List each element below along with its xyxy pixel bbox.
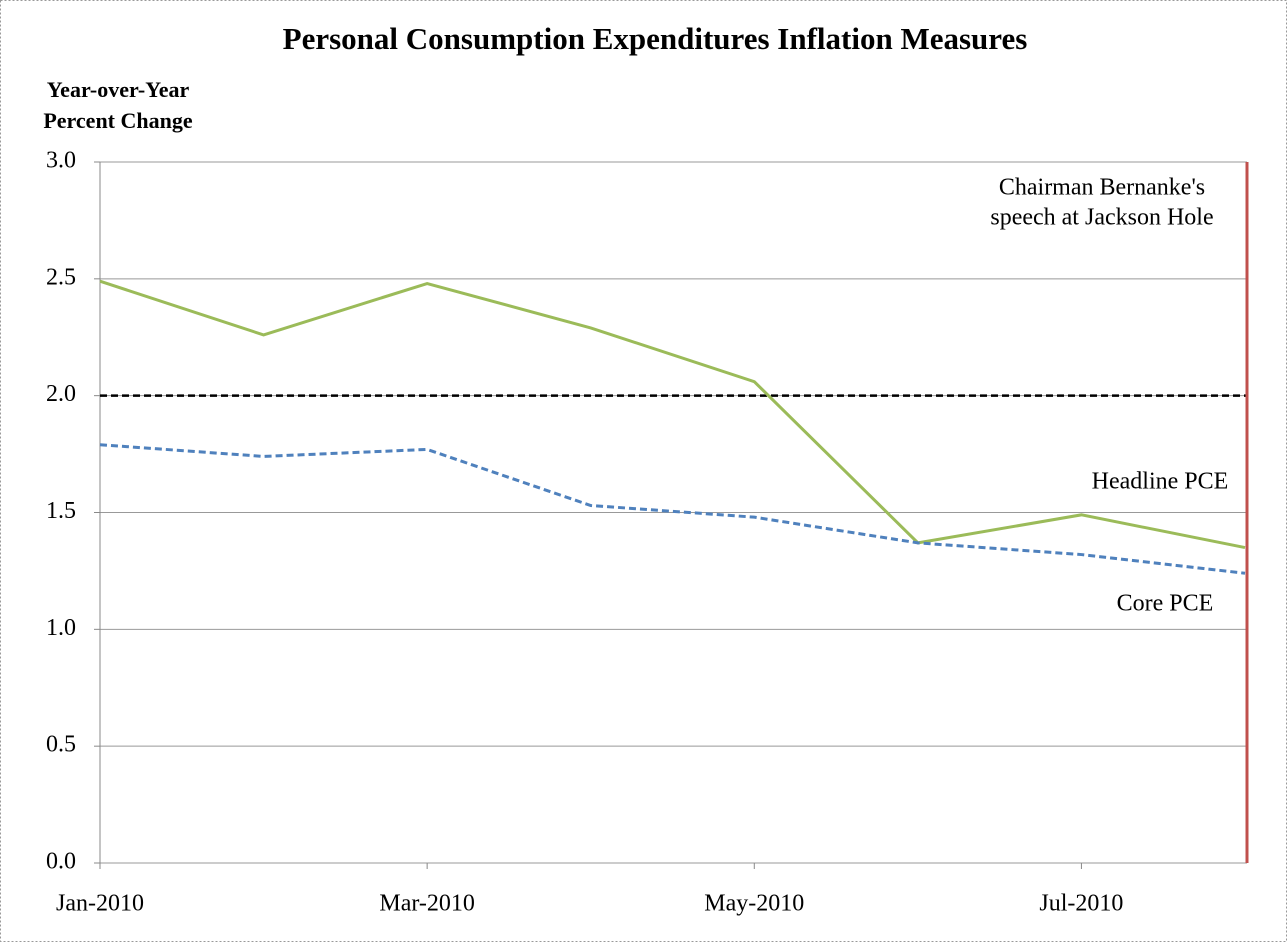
y-tick-label: 2.0 — [46, 381, 76, 407]
chart-title: Personal Consumption Expenditures Inflat… — [283, 21, 1028, 56]
series-line — [99, 443, 1246, 575]
annotation: Chairman Bernanke's — [999, 175, 1205, 201]
y-tick-label: 1.0 — [46, 615, 76, 641]
x-tick-label: May-2010 — [704, 891, 804, 917]
series-label: Headline PCE — [1092, 469, 1229, 495]
y-tick-label: 0.5 — [46, 732, 76, 758]
y-tick-label: 1.5 — [46, 498, 76, 524]
series-line — [99, 279, 1246, 550]
x-tick-label: Jul-2010 — [1039, 891, 1123, 917]
x-tick-label: Mar-2010 — [379, 891, 475, 917]
annotation: speech at Jackson Hole — [990, 205, 1213, 231]
y-tick-label: 0.0 — [46, 849, 76, 875]
y-axis-label: Percent Change — [43, 108, 193, 133]
y-axis-label: Year-over-Year — [47, 77, 190, 102]
x-tick-label: Jan-2010 — [56, 891, 144, 917]
y-tick-label: 3.0 — [46, 148, 76, 174]
series-label: Core PCE — [1117, 591, 1214, 617]
y-tick-label: 2.5 — [46, 264, 76, 290]
